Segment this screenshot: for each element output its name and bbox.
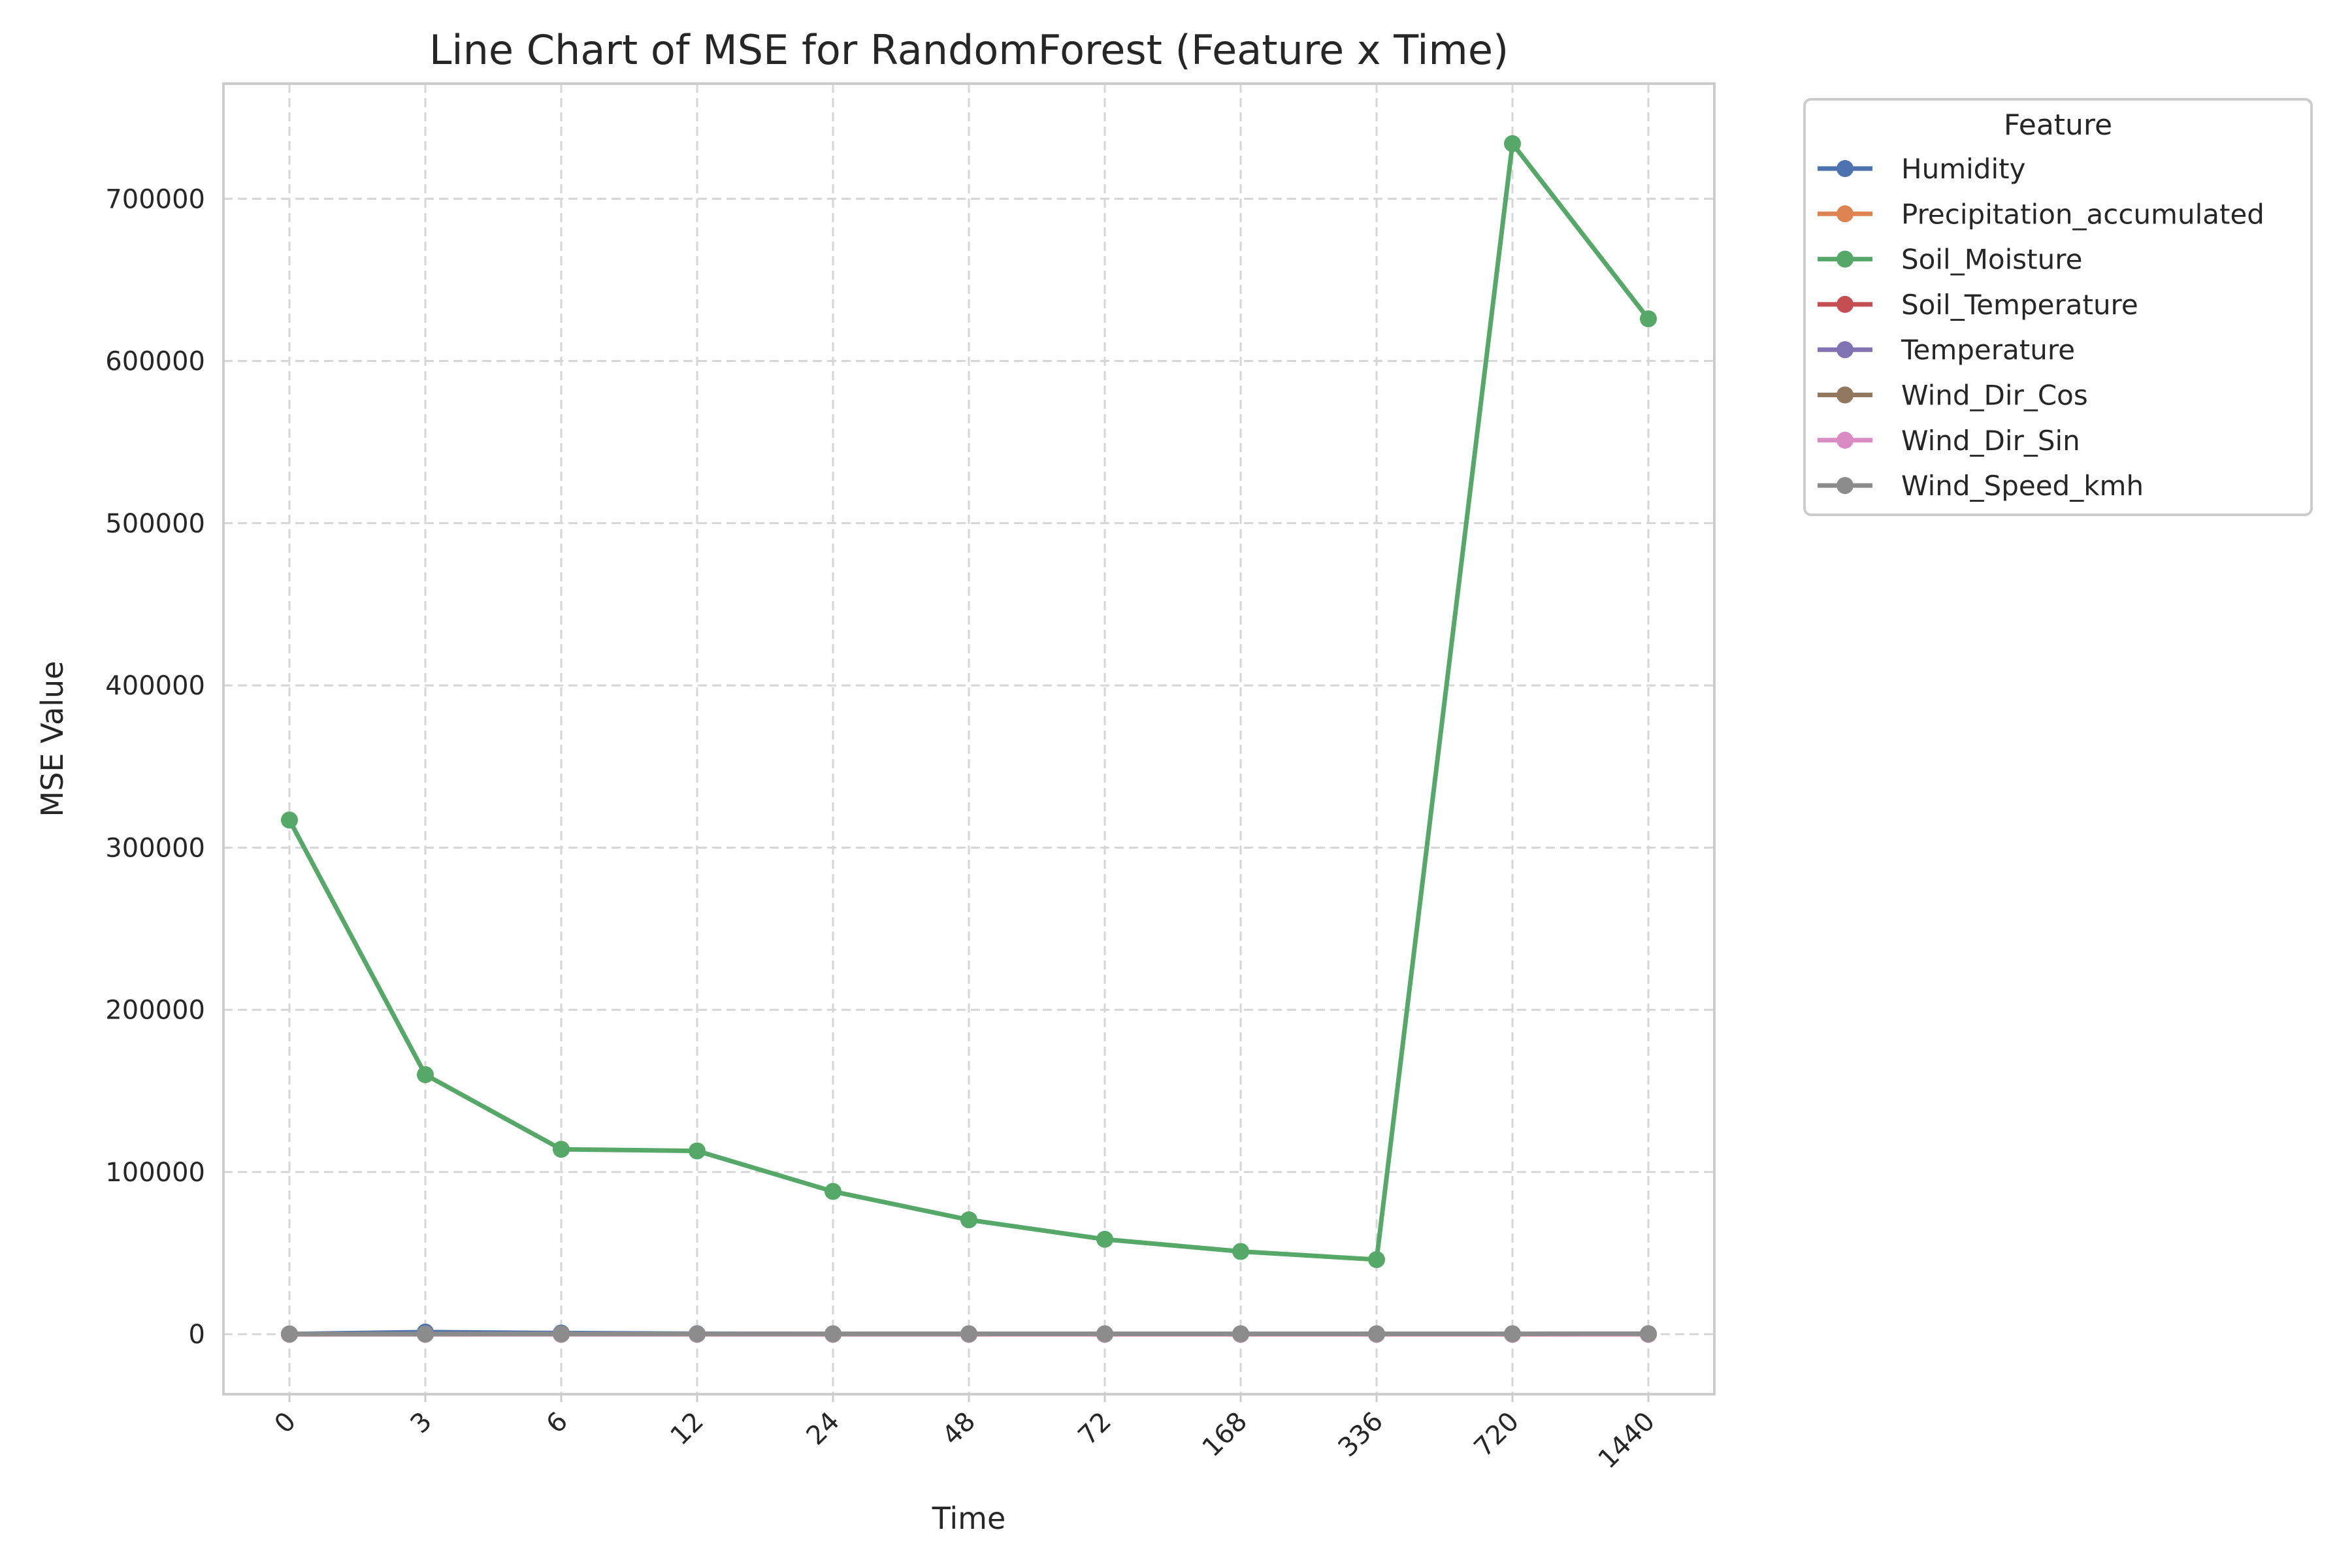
x-tick-label: 336 (1333, 1407, 1390, 1463)
legend-item: Humidity (1818, 153, 2025, 185)
legend-swatch-marker (1837, 295, 1854, 313)
data-point (1504, 135, 1521, 152)
x-tick-label: 168 (1197, 1407, 1254, 1463)
data-point (689, 1325, 706, 1343)
legend-label: Precipitation_accumulated (1901, 198, 2264, 230)
data-point (1096, 1325, 1113, 1343)
legend-label: Wind_Dir_Cos (1901, 380, 2088, 412)
y-tick-label: 300000 (105, 833, 205, 863)
legend-swatch-marker (1837, 431, 1854, 449)
legend-swatch-marker (1837, 341, 1854, 359)
y-tick-label: 0 (189, 1320, 205, 1350)
legend-swatch-marker (1837, 205, 1854, 223)
series-wind-speed-kmh (281, 1325, 1657, 1343)
y-tick-label: 200000 (105, 996, 205, 1026)
legend-item: Soil_Moisture (1818, 244, 2082, 276)
data-point (1232, 1325, 1249, 1343)
data-point (960, 1325, 977, 1343)
data-point (825, 1325, 841, 1343)
x-tick-label: 720 (1469, 1407, 1526, 1463)
legend-label: Wind_Dir_Sin (1901, 425, 2080, 457)
x-tick-label: 24 (801, 1407, 846, 1452)
legend-swatch-marker (1837, 250, 1854, 268)
y-tick-label: 500000 (105, 509, 205, 539)
data-point (825, 1183, 841, 1200)
series-soil-moisture (281, 135, 1657, 1268)
legend-item: Precipitation_accumulated (1818, 198, 2264, 230)
legend-item: Temperature (1818, 334, 2075, 366)
y-tick-label: 400000 (105, 671, 205, 701)
data-point (960, 1211, 977, 1229)
legend-label: Soil_Temperature (1901, 289, 2138, 321)
x-tick-label: 1440 (1593, 1407, 1661, 1475)
legend-label: Soil_Moisture (1901, 244, 2082, 276)
legend-swatch-marker (1837, 386, 1854, 404)
legend-swatch-marker (1837, 477, 1854, 495)
x-tick-label: 0 (269, 1407, 302, 1440)
legend-item: Soil_Temperature (1818, 289, 2138, 321)
data-point (553, 1325, 570, 1343)
data-point (1640, 1325, 1657, 1343)
x-tick-label: 6 (541, 1407, 574, 1440)
grid-layer (223, 84, 1714, 1394)
legend-box (1803, 98, 2313, 516)
data-point (1232, 1243, 1249, 1260)
x-tick-label: 12 (665, 1407, 710, 1452)
y-tick-label: 100000 (105, 1158, 205, 1188)
legend-label: Wind_Speed_kmh (1901, 470, 2144, 502)
data-point (281, 1325, 298, 1343)
y-axis-label: MSE Value (35, 661, 70, 817)
data-point (689, 1142, 706, 1160)
legend-label: Temperature (1901, 334, 2075, 366)
data-point (1096, 1230, 1113, 1248)
data-point (1368, 1250, 1385, 1268)
y-tick-label: 700000 (105, 184, 205, 214)
x-tick-label: 48 (937, 1407, 982, 1452)
data-point (417, 1325, 434, 1343)
x-tick-label: 72 (1073, 1407, 1118, 1452)
legend-item: Wind_Dir_Cos (1818, 380, 2088, 412)
legend-label: Humidity (1901, 153, 2025, 185)
data-point (417, 1066, 434, 1083)
y-tick-label: 600000 (105, 347, 205, 377)
legend: Feature Humidity Precipitation_accumulate… (1803, 98, 2313, 516)
legend-item: Wind_Dir_Sin (1818, 425, 2080, 457)
series-layer (281, 135, 1657, 1343)
data-point (1640, 310, 1657, 327)
chart-title: Line Chart of MSE for RandomForest (Feat… (429, 26, 1509, 74)
data-point (553, 1141, 570, 1158)
data-point (1504, 1325, 1521, 1343)
legend-title: Feature (2004, 108, 2112, 142)
x-axis-label: Time (932, 1501, 1006, 1536)
legend-items: Humidity Precipitation_accumulated Soil_Mo… (1818, 153, 2264, 502)
data-point (1368, 1325, 1385, 1343)
x-tick-label: 3 (405, 1407, 438, 1440)
legend-swatch-marker (1837, 160, 1854, 177)
data-point (281, 811, 298, 829)
legend-item: Wind_Speed_kmh (1818, 470, 2144, 502)
